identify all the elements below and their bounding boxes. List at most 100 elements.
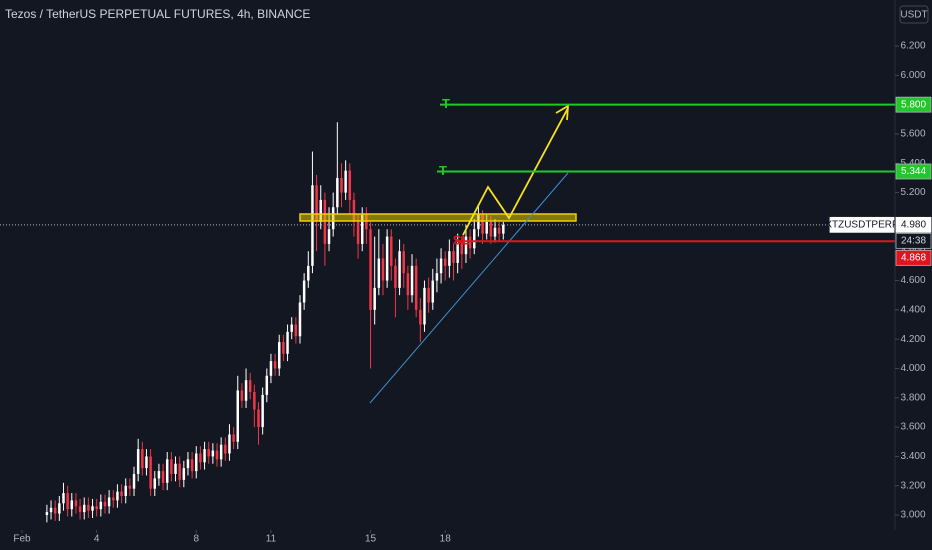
- countdown-label: 24:38: [901, 235, 926, 246]
- candle-body: [497, 227, 501, 234]
- currency: USDT: [900, 10, 927, 21]
- candle-body: [373, 287, 376, 310]
- candle-body: [348, 170, 352, 200]
- candle-body: [120, 491, 123, 496]
- candle-body: [390, 236, 393, 266]
- candle-body: [70, 500, 74, 510]
- candle-body: [58, 503, 61, 514]
- candle-body: [323, 199, 327, 244]
- x-tick-label: 4: [94, 534, 100, 545]
- candle-body: [485, 221, 488, 234]
- resistance-zone: [299, 213, 577, 222]
- candle-body: [265, 375, 269, 395]
- candle-body: [211, 450, 215, 457]
- x-tick-label: 11: [266, 534, 277, 545]
- candle-body: [273, 361, 277, 369]
- symbol-label-box: [829, 216, 895, 233]
- level-name: SL: [453, 233, 470, 248]
- candle-body: [269, 361, 273, 376]
- candle-body: [402, 251, 405, 274]
- candle-body: [178, 463, 181, 480]
- candle-body: [157, 471, 161, 479]
- candle-body: [236, 390, 239, 442]
- currency-box: [899, 5, 929, 24]
- candle-body: [161, 471, 165, 483]
- candle-body: [307, 265, 310, 281]
- drawings: [299, 104, 577, 404]
- candle-body: [406, 273, 410, 296]
- candle-body: [369, 229, 372, 310]
- y-tick-label: 4.400: [900, 304, 925, 315]
- candle-body: [116, 491, 119, 501]
- y-tick-label: 6.200: [900, 41, 925, 52]
- candle-body: [228, 434, 231, 454]
- candle-body: [473, 229, 476, 249]
- countdown-label-box: [895, 232, 932, 249]
- candle-body: [290, 324, 293, 332]
- candle-body: [219, 444, 223, 460]
- candle-body: [423, 287, 426, 325]
- x-tick-label: 15: [365, 534, 377, 545]
- candle-body: [460, 243, 464, 255]
- candle-body: [394, 265, 397, 288]
- candle-body: [87, 504, 90, 511]
- level-label-box: [895, 96, 932, 113]
- candle-body: [174, 463, 177, 475]
- last-price-label-box: [895, 216, 932, 233]
- candle-body: [443, 258, 447, 266]
- candle-body: [385, 236, 389, 281]
- candle-body: [95, 506, 98, 510]
- y-tick-label: 5.400: [900, 158, 925, 169]
- level-name: T: [439, 163, 447, 178]
- candle-body: [53, 507, 57, 514]
- level-name: T: [442, 96, 450, 111]
- candle-body: [286, 331, 289, 354]
- candle-body: [352, 199, 356, 222]
- candle-body: [340, 177, 343, 193]
- candle-body: [240, 390, 244, 401]
- projection-arrow: [555, 104, 570, 121]
- candle-body: [278, 342, 281, 369]
- candle-body: [232, 434, 235, 442]
- candle-body: [298, 302, 302, 337]
- y-tick-label: 6.000: [900, 70, 925, 81]
- level-label: 5.344: [901, 166, 926, 177]
- candle-body: [190, 459, 194, 472]
- y-tick-label: 3.800: [900, 392, 925, 403]
- candle-body: [452, 251, 455, 263]
- candle-body: [381, 258, 385, 281]
- candle-body: [282, 342, 285, 354]
- candle-body: [468, 236, 472, 249]
- symbol-label: XTZUSDTPERP: [825, 219, 899, 230]
- candle-body: [327, 229, 331, 244]
- y-tick-label: 3.600: [900, 422, 925, 433]
- candle-body: [410, 265, 414, 296]
- candle-body: [99, 501, 103, 510]
- candle-body: [182, 468, 186, 480]
- x-tick-label: 8: [193, 534, 199, 545]
- candle-body: [203, 449, 206, 463]
- candle-body: [165, 459, 169, 483]
- candle-body: [427, 287, 430, 303]
- candle-body: [186, 459, 190, 469]
- candle-body: [502, 224, 505, 234]
- trendline: [369, 172, 569, 404]
- candle-body: [49, 507, 53, 513]
- chart-title: Tezos / TetherUS PERPETUAL FUTURES, 4h, …: [5, 7, 310, 21]
- candle-body: [398, 251, 401, 288]
- candle-body: [360, 214, 364, 244]
- candle-body: [82, 504, 86, 513]
- candle-body: [493, 227, 497, 237]
- candle-body: [464, 236, 468, 255]
- candle-body: [224, 444, 227, 454]
- candle-body: [302, 280, 306, 303]
- candle-body: [261, 394, 264, 428]
- candle-body: [431, 280, 435, 303]
- candle-body: [435, 273, 439, 281]
- candle-body: [199, 453, 202, 463]
- y-tick-label: 4.000: [900, 363, 925, 374]
- level-label-box: [895, 163, 932, 180]
- candle-body: [78, 506, 82, 513]
